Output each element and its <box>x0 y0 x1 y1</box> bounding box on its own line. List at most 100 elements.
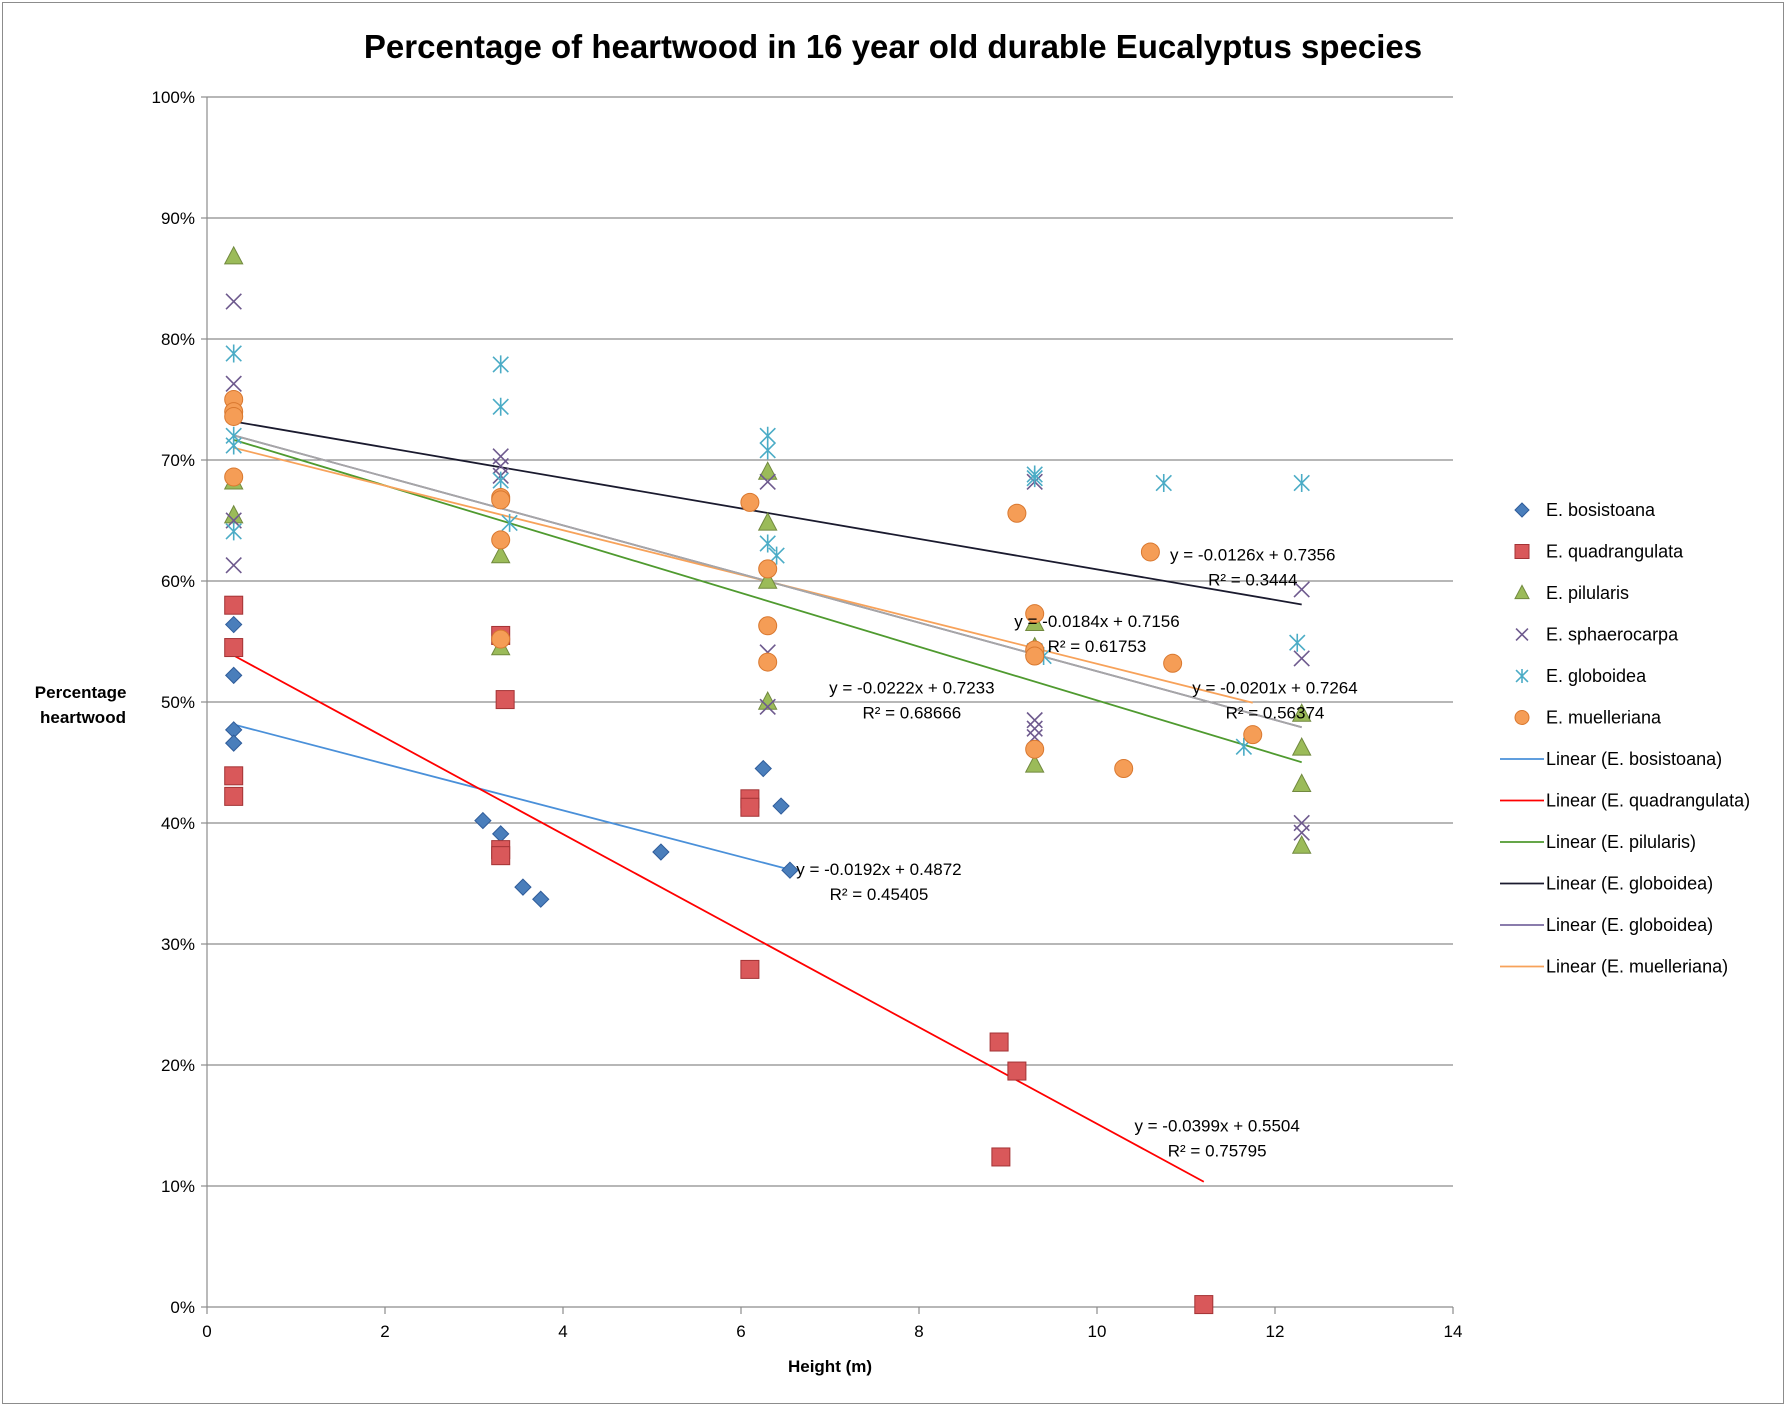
marker-shape <box>224 406 244 426</box>
trendline-equation: y = -0.0192x + 0.4872 <box>796 860 961 879</box>
trendline-equation: y = -0.0126x + 0.7356 <box>1170 545 1335 564</box>
marker-shape <box>474 811 492 830</box>
data-point <box>224 615 243 634</box>
marker-shape <box>495 690 515 710</box>
trendline-r-squared: R² = 0.68666 <box>862 704 961 723</box>
trendline-r-squared: R² = 0.45405 <box>830 885 929 904</box>
marker-shape <box>224 734 243 752</box>
data-point <box>224 638 244 658</box>
legend-entry: Linear (E. bosistoana) <box>1500 749 1722 769</box>
marker-shape <box>532 890 550 908</box>
data-point <box>1243 725 1263 745</box>
data-point <box>491 825 510 843</box>
x-tick-label: 2 <box>380 1322 389 1341</box>
marker-shape <box>1514 710 1530 725</box>
marker-shape <box>514 878 532 896</box>
marker-shape <box>1026 720 1043 737</box>
marker-shape <box>1293 473 1310 492</box>
data-point <box>1293 581 1310 598</box>
legend-entry: E. bosistoana <box>1514 500 1656 520</box>
marker-shape <box>1514 584 1530 600</box>
marker-shape <box>224 615 243 634</box>
marker-shape <box>1293 581 1310 598</box>
data-point <box>492 397 509 416</box>
marker-shape <box>1291 773 1312 792</box>
y-tick-label: 20% <box>161 1056 195 1075</box>
data-point <box>758 616 778 636</box>
marker-shape <box>757 691 778 710</box>
legend-entry: E. muelleriana <box>1514 708 1662 728</box>
marker-shape <box>759 441 776 460</box>
data-point <box>491 629 511 649</box>
x-tick-label: 6 <box>736 1322 745 1341</box>
data-point <box>757 511 778 531</box>
data-point <box>224 595 244 615</box>
data-point <box>759 698 776 716</box>
marker-shape <box>224 467 244 487</box>
data-point <box>1293 824 1310 841</box>
legend-entry: Linear (E. muelleriana) <box>1500 957 1728 977</box>
data-point <box>532 890 550 908</box>
data-point <box>1025 646 1045 666</box>
data-point <box>1024 753 1045 773</box>
marker-shape <box>224 786 244 806</box>
data-point <box>1163 653 1183 673</box>
legend-entry: Linear (E. quadrangulata) <box>1500 791 1750 811</box>
marker-shape <box>492 471 509 490</box>
marker-shape <box>781 861 799 879</box>
data-point <box>1293 650 1310 667</box>
marker-shape <box>1007 503 1027 523</box>
legend-label: E. muelleriana <box>1546 708 1662 728</box>
marker-shape <box>1026 711 1043 729</box>
marker-shape <box>1155 473 1172 492</box>
data-point <box>491 846 511 866</box>
legend-marker-swatch <box>1515 669 1529 683</box>
x-tick-label: 14 <box>1444 1322 1463 1341</box>
data-point <box>225 522 242 541</box>
data-point <box>1007 503 1027 523</box>
y-tick-label: 100% <box>152 88 195 107</box>
marker-shape <box>225 375 242 392</box>
y-tick-label: 80% <box>161 330 195 349</box>
legend-marker-swatch <box>1514 584 1530 600</box>
marker-shape <box>758 616 778 636</box>
marker-shape <box>224 666 243 685</box>
data-point <box>225 344 242 363</box>
data-point <box>225 557 242 574</box>
trendline-equation: y = -0.0184x + 0.7156 <box>1014 612 1179 631</box>
trendline-equation: y = -0.0201x + 0.7264 <box>1192 679 1357 698</box>
data-point <box>757 570 778 589</box>
marker-shape <box>224 638 244 658</box>
trendline <box>233 439 1302 764</box>
legend-label: Linear (E. globoidea) <box>1546 874 1713 894</box>
trendline <box>233 654 1205 1183</box>
data-point <box>740 797 760 817</box>
x-tick-label: 4 <box>558 1322 567 1341</box>
legend-label: Linear (E. quadrangulata) <box>1546 791 1750 811</box>
marker-shape <box>1025 646 1045 666</box>
y-tick-label: 90% <box>161 209 195 228</box>
marker-shape <box>740 492 760 512</box>
marker-shape <box>1291 703 1312 722</box>
marker-shape <box>1243 725 1263 745</box>
data-point <box>224 467 244 487</box>
legend-label: E. globoidea <box>1546 666 1647 686</box>
marker-shape <box>1163 653 1183 673</box>
data-point <box>495 690 515 710</box>
marker-shape <box>754 759 772 778</box>
trendline-r-squared: R² = 0.56374 <box>1226 704 1325 723</box>
data-point <box>1026 711 1043 729</box>
marker-shape <box>1194 1295 1214 1315</box>
marker-shape <box>490 544 511 564</box>
data-point <box>224 406 244 426</box>
data-point <box>740 959 760 979</box>
legend-label: E. sphaerocarpa <box>1546 625 1679 645</box>
legend-entry: E. quadrangulata <box>1514 542 1684 562</box>
legend-label: Linear (E. globoidea) <box>1546 915 1713 935</box>
legend-label: Linear (E. bosistoana) <box>1546 749 1722 769</box>
marker-shape <box>740 959 760 979</box>
marker-shape <box>501 513 518 532</box>
marker-shape <box>759 473 776 490</box>
legend-label: E. pilularis <box>1546 583 1629 603</box>
